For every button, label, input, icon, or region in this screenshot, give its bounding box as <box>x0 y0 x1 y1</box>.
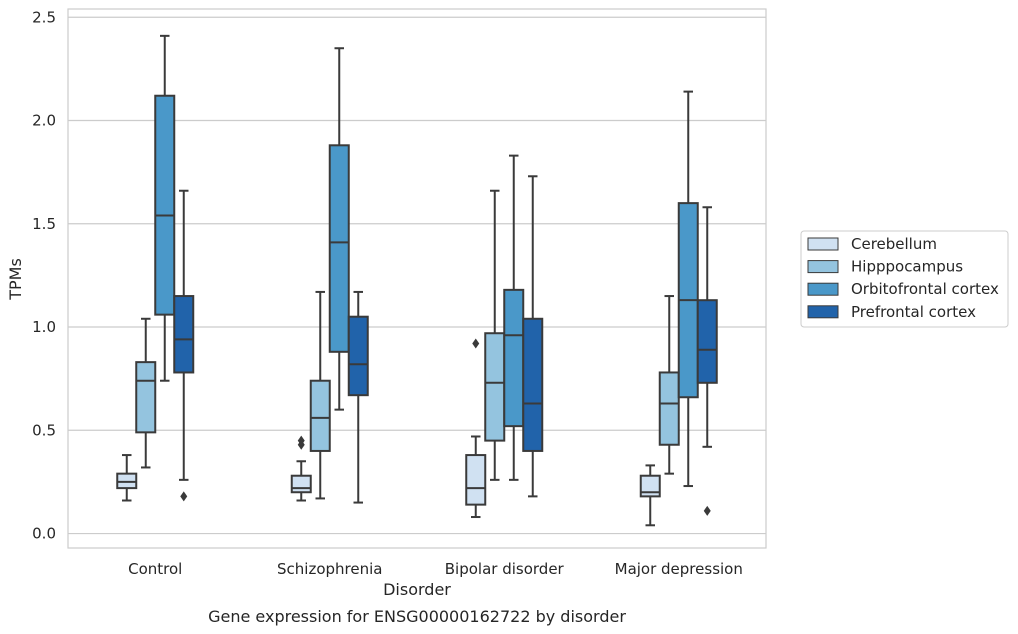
box-group <box>677 90 699 488</box>
legend-label: Cerebellum <box>851 235 937 253</box>
x-tick-label: Major depression <box>615 560 743 578</box>
legend-label: Prefrontal cortex <box>851 303 976 321</box>
outlier-point <box>180 491 188 502</box>
box-group <box>290 435 312 502</box>
y-axis-ticks: 0.0 0.5 1.0 1.5 2.0 2.5 <box>32 8 56 542</box>
box-group <box>522 175 544 498</box>
box-group <box>328 47 350 411</box>
y-tick-label: 1.0 <box>32 318 56 336</box>
legend: Cerebellum Hipppocampus Orbitofrontal cort… <box>800 230 1009 328</box>
legend-item: Cerebellum <box>807 235 937 253</box>
outlier-point <box>703 505 711 516</box>
box-group <box>135 317 157 469</box>
y-tick-label: 0.0 <box>32 525 56 543</box>
box-group <box>696 206 718 516</box>
legend-item: Orbitofrontal cortex <box>807 280 999 298</box>
box-group <box>639 464 661 527</box>
box-group <box>116 454 138 502</box>
box-group <box>309 290 331 500</box>
x-tick-label: Schizophrenia <box>277 560 382 578</box>
legend-items: Cerebellum Hipppocampus Orbitofrontal cort… <box>807 235 999 321</box>
box-iqr <box>639 474 661 498</box>
y-tick-label: 1.5 <box>32 215 56 233</box>
box-group <box>347 290 369 504</box>
box-iqr <box>522 317 544 452</box>
box-iqr <box>465 454 487 506</box>
box-group <box>484 189 506 481</box>
box-iqr <box>328 144 350 353</box>
x-axis-title: Disorder <box>383 580 451 599</box>
box-iqr <box>290 474 312 494</box>
legend-item: Prefrontal cortex <box>807 303 976 321</box>
box-iqr <box>154 94 176 316</box>
legend-label: Orbitofrontal cortex <box>851 280 999 298</box>
x-tick-label: Control <box>128 560 182 578</box>
box-iqr <box>484 332 506 442</box>
box-group <box>658 295 680 475</box>
box-iqr <box>135 361 157 434</box>
outlier-point <box>472 338 480 349</box>
x-tick-label: Bipolar disorder <box>445 560 565 578</box>
box-group <box>173 189 195 502</box>
box-iqr <box>309 379 331 452</box>
box-group <box>503 154 525 481</box>
chart-caption: Gene expression for ENSG00000162722 by d… <box>208 607 626 626</box>
legend-swatch <box>807 237 839 251</box>
box-iqr <box>658 371 680 446</box>
box-iqr <box>503 288 525 428</box>
legend-label: Hipppocampus <box>851 258 963 276</box>
legend-swatch <box>807 305 839 319</box>
y-tick-label: 2.0 <box>32 112 56 130</box>
box-group <box>465 338 487 519</box>
box-iqr <box>116 472 138 490</box>
y-tick-label: 0.5 <box>32 421 56 439</box>
outlier-point <box>297 435 305 446</box>
box-iqr <box>347 315 369 397</box>
x-axis-ticks: Control Schizophrenia Bipolar disorder Majo… <box>128 560 743 578</box>
y-tick-label: 2.5 <box>32 8 56 26</box>
legend-swatch <box>807 260 839 274</box>
y-axis-title: TPMs <box>6 258 25 301</box>
box-series <box>116 34 718 527</box>
legend-swatch <box>807 282 839 296</box>
legend-frame <box>800 230 1009 328</box>
box-group <box>154 34 176 382</box>
box-iqr <box>173 295 195 374</box>
box-iqr <box>696 299 718 384</box>
legend-item: Hipppocampus <box>807 258 963 276</box>
plot-area-frame <box>67 8 767 549</box>
